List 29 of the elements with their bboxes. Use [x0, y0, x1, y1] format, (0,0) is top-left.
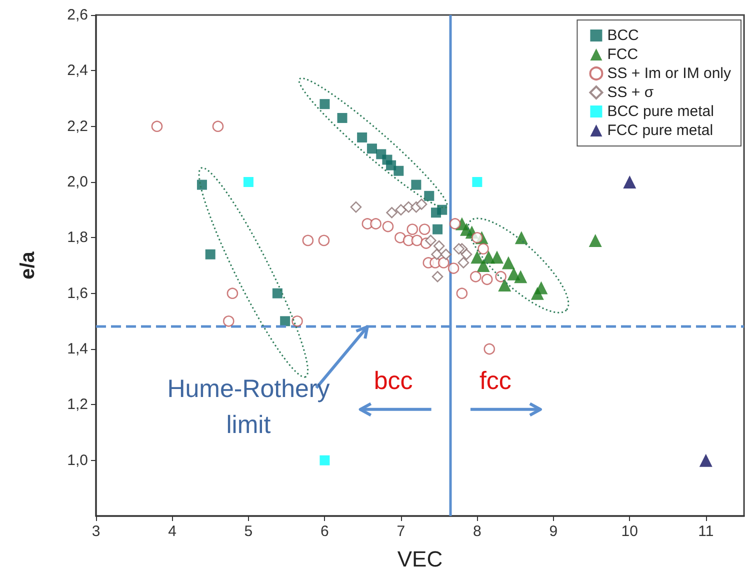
y-tick-label: 2,0 — [67, 174, 88, 190]
legend-label: SS + σ — [607, 84, 654, 101]
y-tick-label: 1,4 — [67, 340, 88, 358]
x-tick-label: 7 — [396, 523, 406, 540]
x-tick-label: 6 — [320, 523, 329, 540]
legend-label: FCC — [607, 46, 638, 63]
y-tick-label: 2,6 — [67, 6, 88, 24]
y-tick-label: 1,2 — [67, 396, 88, 414]
y-tick-label: 2,4 — [67, 62, 88, 80]
x-axis-title: VEC — [397, 546, 443, 572]
x-tick-label: 11 — [698, 523, 714, 540]
annotation: bcc — [374, 367, 413, 396]
x-tick-label: 10 — [621, 523, 638, 540]
x-tick-label: 4 — [168, 523, 176, 540]
annotation: fcc — [479, 367, 512, 396]
y-axis-title: e/a — [17, 250, 39, 280]
ref-line-label: Hume-Rothery limit — [166, 374, 331, 441]
x-tick-label: 9 — [549, 523, 558, 540]
x-tick-label: 8 — [473, 523, 482, 540]
x-tick-label: 5 — [244, 523, 253, 540]
y-tick-label: 2,2 — [67, 118, 88, 135]
legend-label: BCC — [607, 27, 640, 44]
legend-label: FCC pure metal — [607, 122, 714, 139]
y-tick-label: 1,6 — [67, 284, 88, 302]
legend-label: SS + Im or IM only — [607, 65, 732, 82]
x-tick-label: 3 — [92, 523, 100, 540]
y-tick-label: 1,0 — [67, 452, 88, 469]
legend-label: BCC pure metal — [607, 103, 714, 120]
y-tick-label: 1,8 — [67, 229, 88, 246]
